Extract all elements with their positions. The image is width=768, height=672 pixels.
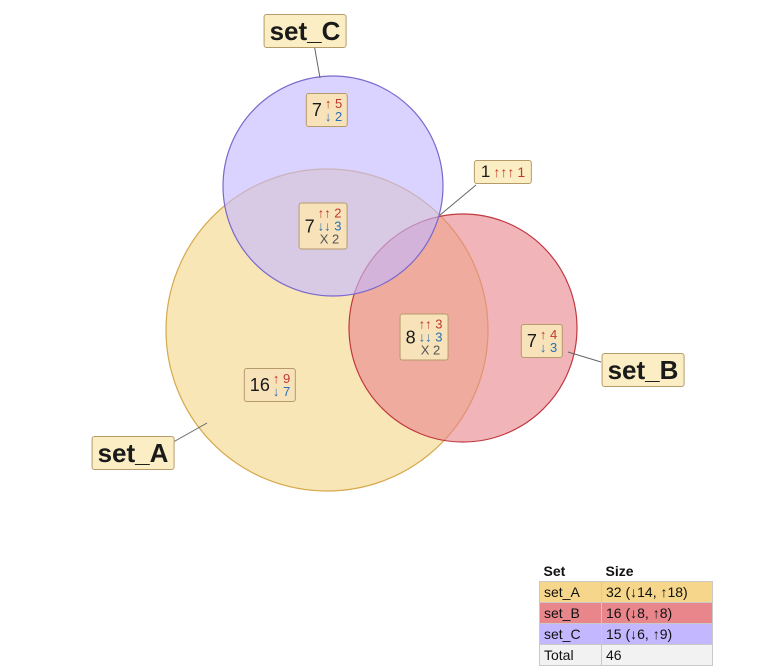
region-a-b-c: 1 ↑↑↑ 1	[473, 160, 533, 184]
cell-set: set_C	[539, 623, 602, 645]
cell-size: 15 (↓6, ↑9)	[601, 623, 713, 645]
cell-size: 32 (↓14, ↑18)	[601, 581, 713, 603]
mixed-count: X 2	[420, 342, 441, 358]
set-label-a: set_A	[91, 436, 175, 470]
down-count: 3	[549, 340, 558, 355]
region-count: 8	[405, 327, 416, 347]
down-count: 3	[334, 218, 342, 234]
cell-size: 16 (↓8, ↑8)	[601, 602, 713, 624]
down-arrows: ↓↓	[418, 329, 432, 345]
set-label-b: set_B	[601, 353, 685, 387]
region-count: 7	[304, 216, 315, 236]
up-arrows: ↑↑↑	[493, 164, 515, 180]
down-arrow: ↓	[272, 384, 280, 399]
header-set: Set	[543, 563, 566, 579]
table-header-row: Set Size	[540, 561, 713, 582]
mixed-count: X 2	[319, 231, 340, 247]
table-row: set_C 15 (↓6, ↑9)	[539, 623, 713, 645]
table-row: set_B 16 (↓8, ↑8)	[539, 602, 713, 624]
region-count: 1	[480, 162, 491, 181]
down-arrows: ↓↓	[317, 218, 331, 234]
set-c-circle	[222, 75, 444, 297]
leader-line-a	[167, 422, 208, 446]
down-count: 7	[282, 384, 291, 399]
up-count: 5	[334, 96, 343, 111]
down-count: 2	[334, 109, 343, 124]
region-count: 7	[526, 331, 537, 351]
down-arrow: ↓	[539, 340, 547, 355]
table-row: Total 46	[539, 644, 713, 666]
region-b-only: 7 ↑ 4 ↓ 3	[520, 324, 564, 358]
region-count: 16	[249, 375, 270, 395]
up-arrows: ↑↑	[418, 316, 432, 332]
up-arrow: ↑	[272, 371, 280, 386]
region-count: 7	[311, 100, 322, 120]
region-a-b: 8 ↑↑ 3 ↓↓ 3 X 2	[399, 313, 449, 361]
leader-line-b	[567, 351, 602, 363]
cell-size: 46	[601, 644, 713, 666]
set-size-table: Set Size set_A 32 (↓14, ↑18) set_B 16 (↓…	[539, 561, 713, 666]
up-count: 2	[334, 205, 342, 221]
up-arrow: ↑	[539, 327, 547, 342]
cell-set: set_A	[539, 581, 602, 603]
up-count: 1	[517, 164, 526, 180]
cell-set: set_B	[539, 602, 602, 624]
up-count: 3	[435, 316, 443, 332]
leader-line-abc	[439, 184, 477, 216]
down-arrow: ↓	[324, 109, 332, 124]
set-b-circle	[348, 213, 578, 443]
cell-set: Total	[539, 644, 602, 666]
up-arrows: ↑↑	[317, 205, 331, 221]
region-a-c: 7 ↑↑ 2 ↓↓ 3 X 2	[298, 202, 348, 250]
up-count: 4	[549, 327, 558, 342]
down-count: 3	[435, 329, 443, 345]
up-count: 9	[282, 371, 291, 386]
leader-line-c	[313, 43, 321, 79]
up-arrow: ↑	[324, 96, 332, 111]
table-row: set_A 32 (↓14, ↑18)	[539, 581, 713, 603]
set-label-c: set_C	[263, 14, 347, 48]
region-a-only: 16 ↑ 9 ↓ 7	[243, 368, 297, 402]
header-size: Size	[605, 563, 634, 579]
region-c-only: 7 ↑ 5 ↓ 2	[305, 93, 349, 127]
